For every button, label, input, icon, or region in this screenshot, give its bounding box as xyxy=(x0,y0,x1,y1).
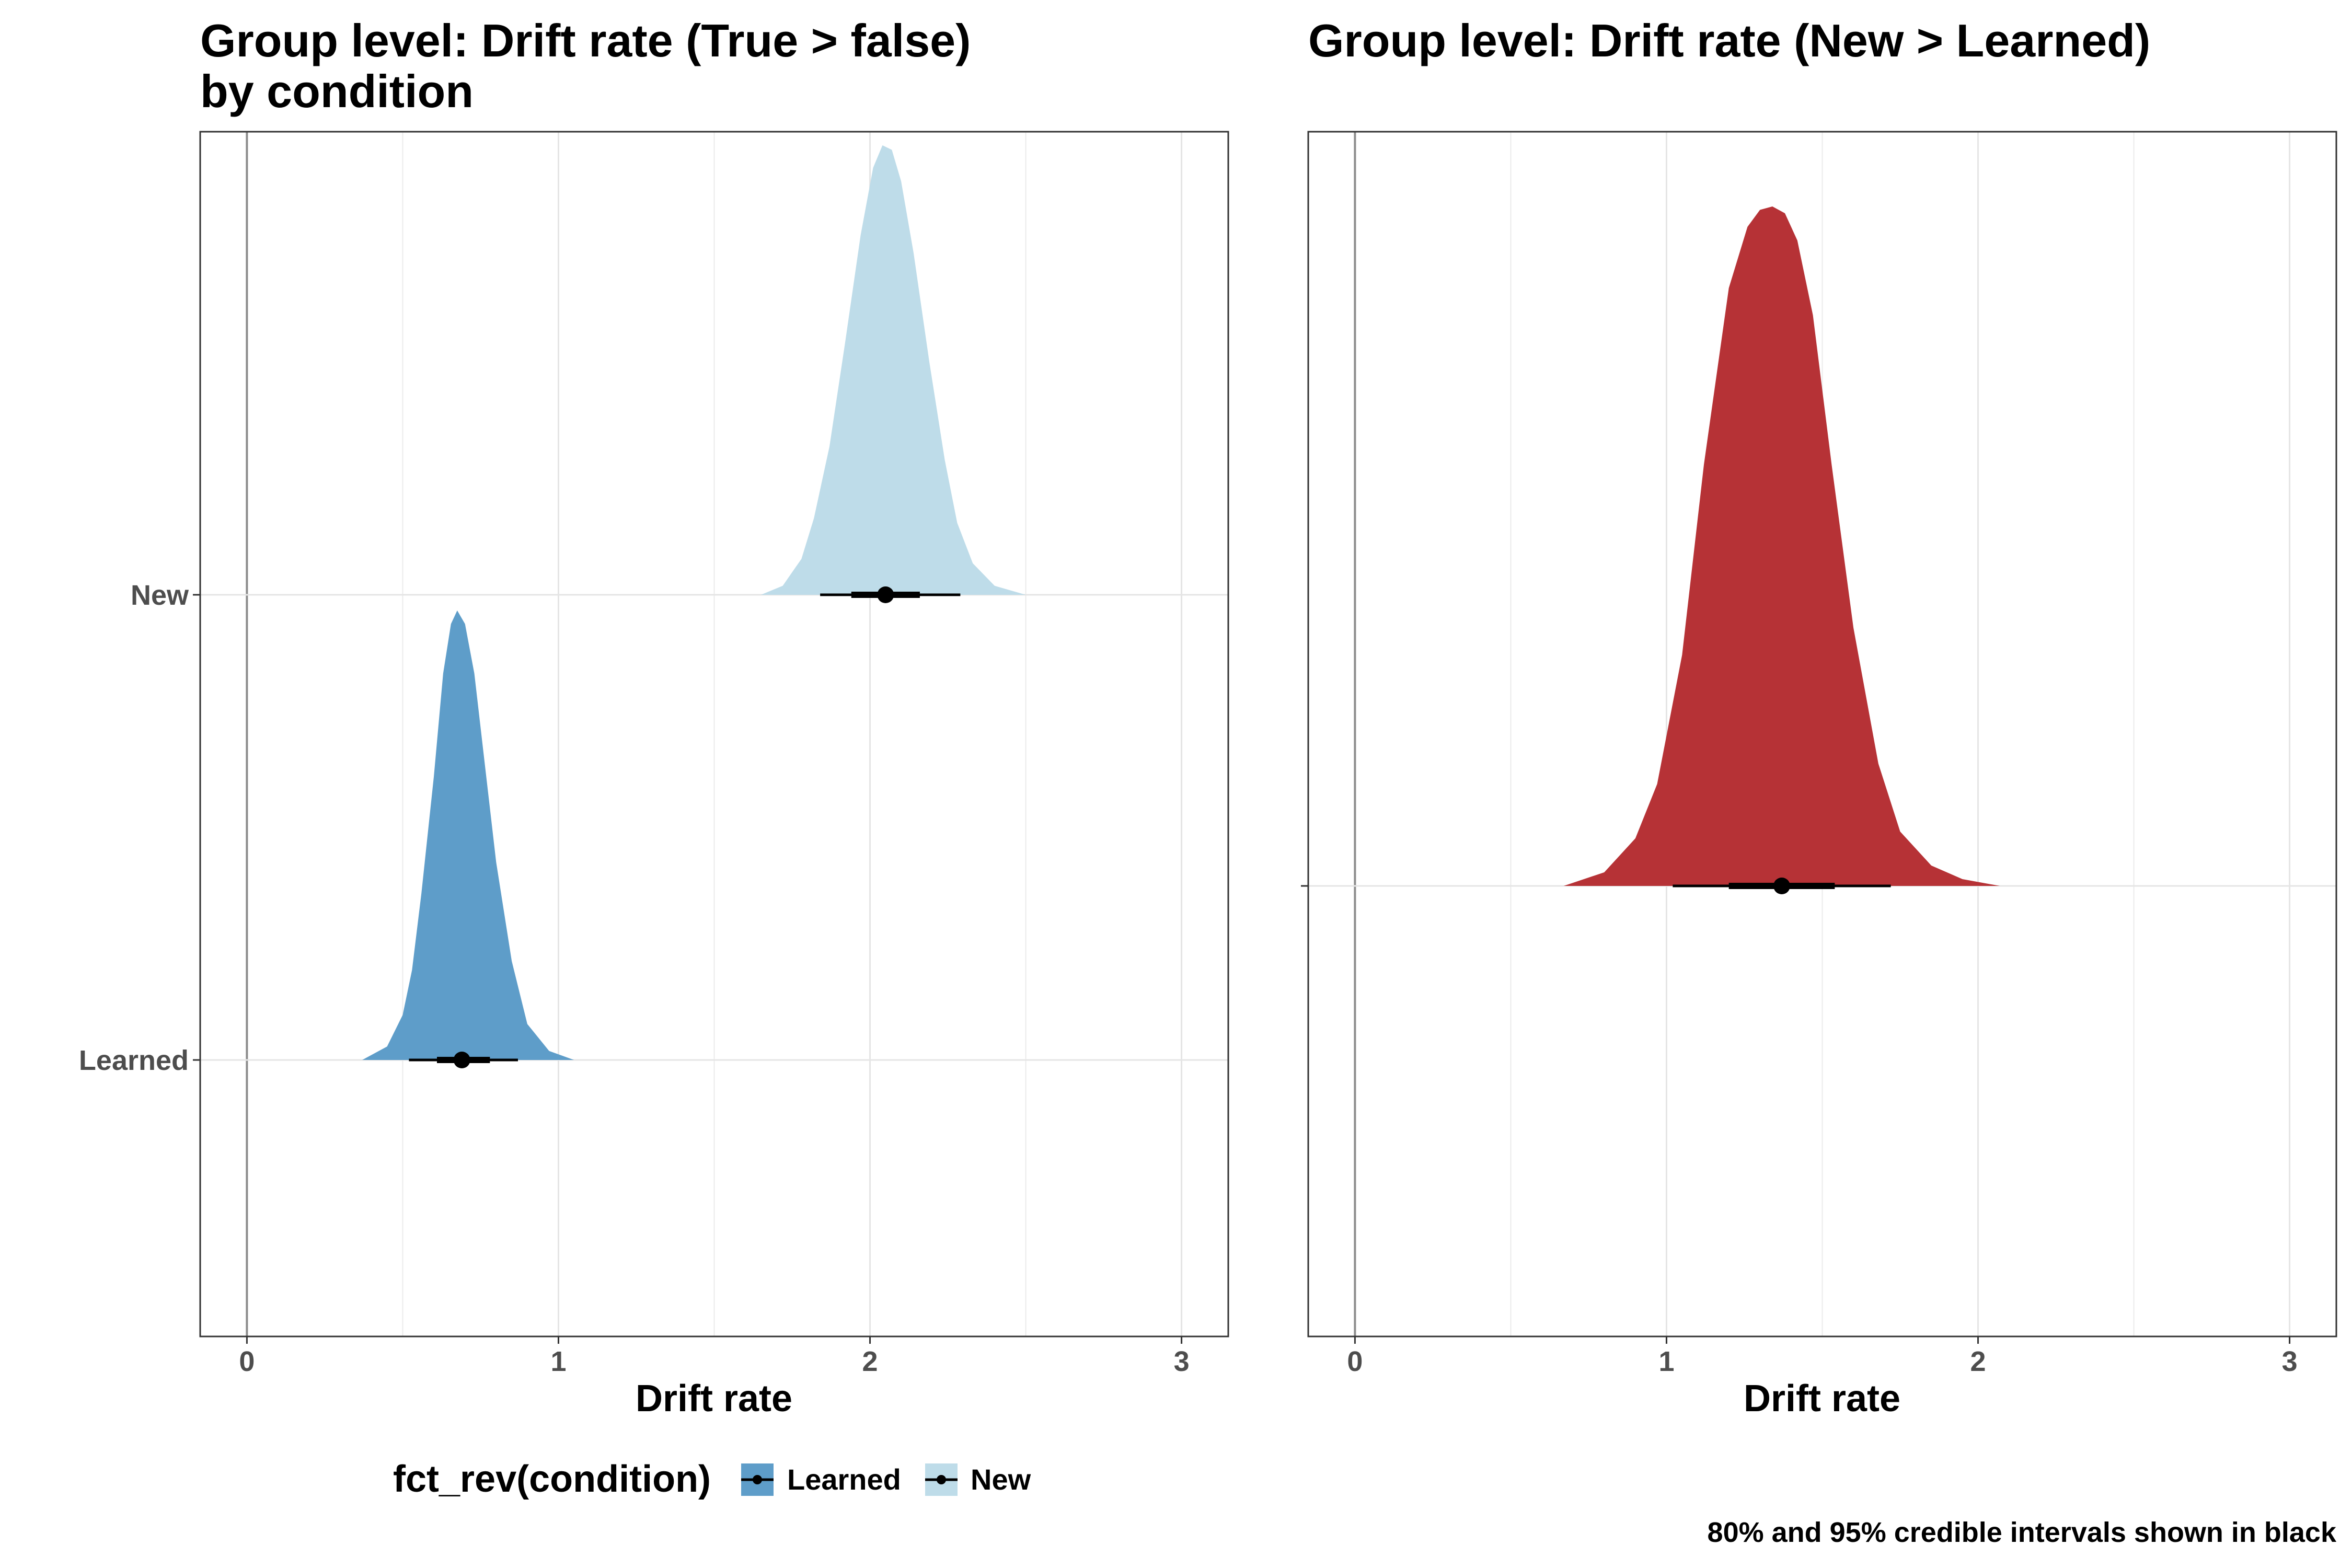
legend-label-learned: Learned xyxy=(787,1463,901,1496)
right-panel: Group level: Drift rate (New > Learned) … xyxy=(1301,15,2337,1420)
right-title: Group level: Drift rate (New > Learned) xyxy=(1308,15,2150,66)
left-x-axis: 0 1 2 3 xyxy=(239,1336,1190,1377)
left-x-axis-label: Drift rate xyxy=(636,1378,792,1420)
legend-label-new: New xyxy=(971,1463,1031,1496)
legend-key-new xyxy=(925,1463,958,1496)
legend-point xyxy=(937,1475,946,1484)
x-tick-label: 0 xyxy=(239,1346,255,1377)
legend-title: fct_rev(condition) xyxy=(393,1458,711,1500)
left-intervals xyxy=(409,586,961,1068)
y-tick-label-learned: Learned xyxy=(79,1045,189,1076)
x-tick-label: 3 xyxy=(2282,1346,2298,1377)
x-tick-label: 2 xyxy=(862,1346,878,1377)
legend-point xyxy=(753,1475,762,1484)
left-panel: Group level: Drift rate (True > false) b… xyxy=(79,15,1229,1420)
right-x-axis-label: Drift rate xyxy=(1744,1378,1900,1420)
right-grid xyxy=(1308,132,2336,1336)
x-tick-label: 2 xyxy=(1970,1346,1986,1377)
legend-key-learned xyxy=(741,1463,774,1496)
right-intervals xyxy=(1673,878,1891,894)
x-tick-label: 1 xyxy=(1658,1346,1674,1377)
right-plot-border xyxy=(1307,131,2337,1338)
right-x-axis: 0 1 2 3 xyxy=(1347,1336,2298,1377)
x-tick-label: 3 xyxy=(1174,1346,1190,1377)
density-learned xyxy=(362,610,574,1060)
median-point-learned xyxy=(453,1052,470,1068)
x-tick-label: 0 xyxy=(1347,1346,1363,1377)
density-new xyxy=(760,145,1026,595)
left-densities xyxy=(362,145,1026,1060)
density-difference xyxy=(1563,206,2000,886)
left-title-line1: Group level: Drift rate (True > false) xyxy=(200,15,971,66)
caption: 80% and 95% credible intervals shown in … xyxy=(1708,1517,2337,1548)
left-y-axis: Learned New xyxy=(79,580,200,1076)
right-densities xyxy=(1563,206,2000,886)
median-point-difference xyxy=(1773,878,1791,894)
y-tick-label-new: New xyxy=(131,580,189,611)
legend: fct_rev(condition) Learned New xyxy=(393,1458,1031,1500)
left-plot-border xyxy=(199,131,1229,1338)
x-tick-label: 1 xyxy=(550,1346,566,1377)
left-title-line2: by condition xyxy=(200,65,474,117)
median-point-new xyxy=(877,586,894,603)
